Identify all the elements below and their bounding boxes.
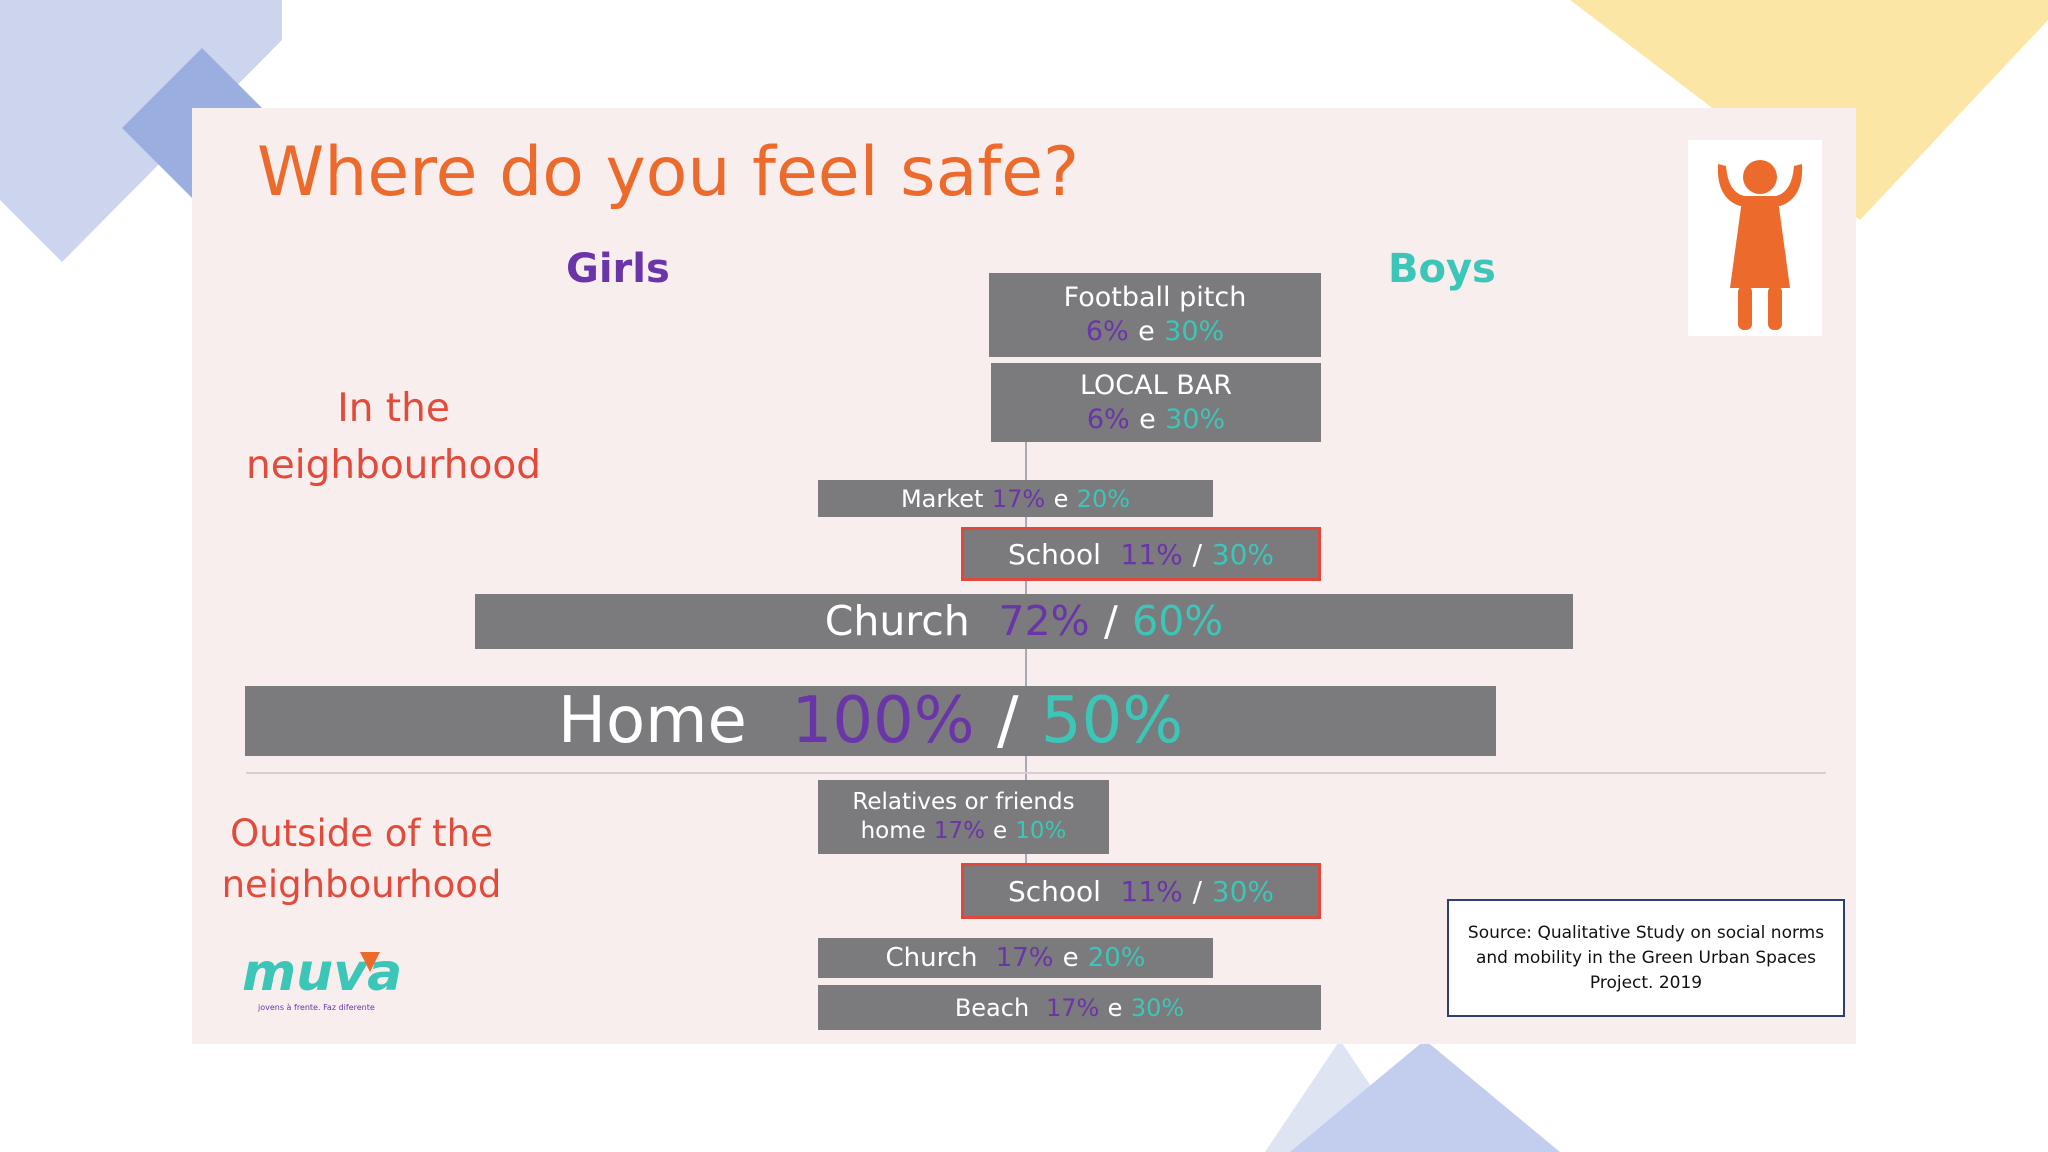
separator: e [1053,484,1069,513]
bar-relatives-friends-home: Relatives or friends home 17% e 10% [818,780,1109,854]
separator: / [1192,874,1202,908]
girls-value: 6% [1085,316,1129,347]
girl-figure-icon [1688,140,1822,336]
bar-label: Beach [954,993,1030,1022]
bar-school-out: School 11% / 30% [961,863,1321,919]
boys-value: 30% [1211,874,1275,908]
boys-value: 30% [1165,403,1226,435]
girls-value: 100% [791,684,975,758]
separator: / [1192,537,1202,571]
boys-value: 30% [1211,537,1275,571]
bar-school-in: School 11% / 30% [961,527,1321,581]
source-text: Source: Qualitative Study on social norm… [1467,922,1825,993]
girls-value: 72% [998,596,1090,645]
center-axis-line [1025,438,1027,878]
girls-value: 6% [1086,403,1130,435]
girls-value: 17% [933,818,985,844]
bar-church-out: Church 17% e 20% [818,938,1213,978]
section-out-line2: neighbourhood [221,863,502,906]
section-in-line1: In the [337,386,450,431]
section-outside-neighbourhood: Outside of the neighbourhood [204,808,519,910]
boys-value: 20% [1076,484,1131,513]
bar-football-pitch: Football pitch 6% e 30% [989,273,1321,357]
separator: e [1138,316,1155,347]
bar-church-in: Church 72% / 60% [475,594,1573,649]
slide-title: Where do you feel safe? [257,133,1080,212]
separator: / [1103,596,1118,645]
bar-label: School [1007,537,1101,571]
boys-value: 60% [1132,596,1224,645]
bar-beach: Beach 17% e 30% [818,985,1321,1030]
decor-diamonds-bottom [1265,1040,1560,1152]
boys-value: 10% [1015,818,1067,844]
bar-market: Market 17% e 20% [818,480,1213,517]
girls-value: 17% [995,942,1054,973]
svg-text:jovens à frente. Faz diferente: jovens à frente. Faz diferente [257,1003,375,1012]
slide: Where do you feel safe? Girls Boys In th… [192,108,1856,1044]
bar-label: Home [557,684,747,758]
separator: e [1062,942,1079,973]
girls-label: Girls [566,246,670,292]
bar-label: Market [900,484,984,513]
bar-label: Football pitch [1063,282,1247,314]
separator: / [996,684,1019,758]
bar-local-bar: LOCAL BAR 6% e 30% [991,363,1321,442]
bar-label: Church [824,596,970,645]
bar-label: Church [885,942,978,973]
boys-value: 30% [1164,316,1225,347]
boys-value: 30% [1130,993,1185,1022]
separator: e [993,818,1008,844]
bar-label-line2: home [860,818,926,844]
separator: e [1139,403,1156,435]
section-divider [246,772,1826,774]
section-out-line1: Outside of the [230,812,493,855]
boys-value: 50% [1040,684,1184,758]
bar-home: Home 100% / 50% [245,684,1496,758]
girls-value: 11% [1120,874,1183,908]
girls-value: 11% [1120,537,1183,571]
boys-value: 20% [1087,942,1146,973]
girls-value: 17% [991,484,1046,513]
source-note: Source: Qualitative Study on social norm… [1447,899,1845,1017]
section-in-line2: neighbourhood [246,443,541,488]
girls-value: 17% [1045,993,1100,1022]
bar-label: LOCAL BAR [1079,369,1233,401]
section-in-neighbourhood: In the neighbourhood [236,380,551,494]
separator: e [1107,993,1123,1022]
boys-label: Boys [1388,246,1496,292]
muva-logo: muva jovens à frente. Faz diferente [242,943,402,1012]
bar-label: School [1007,874,1101,908]
bar-label-line1: Relatives or friends [852,789,1075,816]
